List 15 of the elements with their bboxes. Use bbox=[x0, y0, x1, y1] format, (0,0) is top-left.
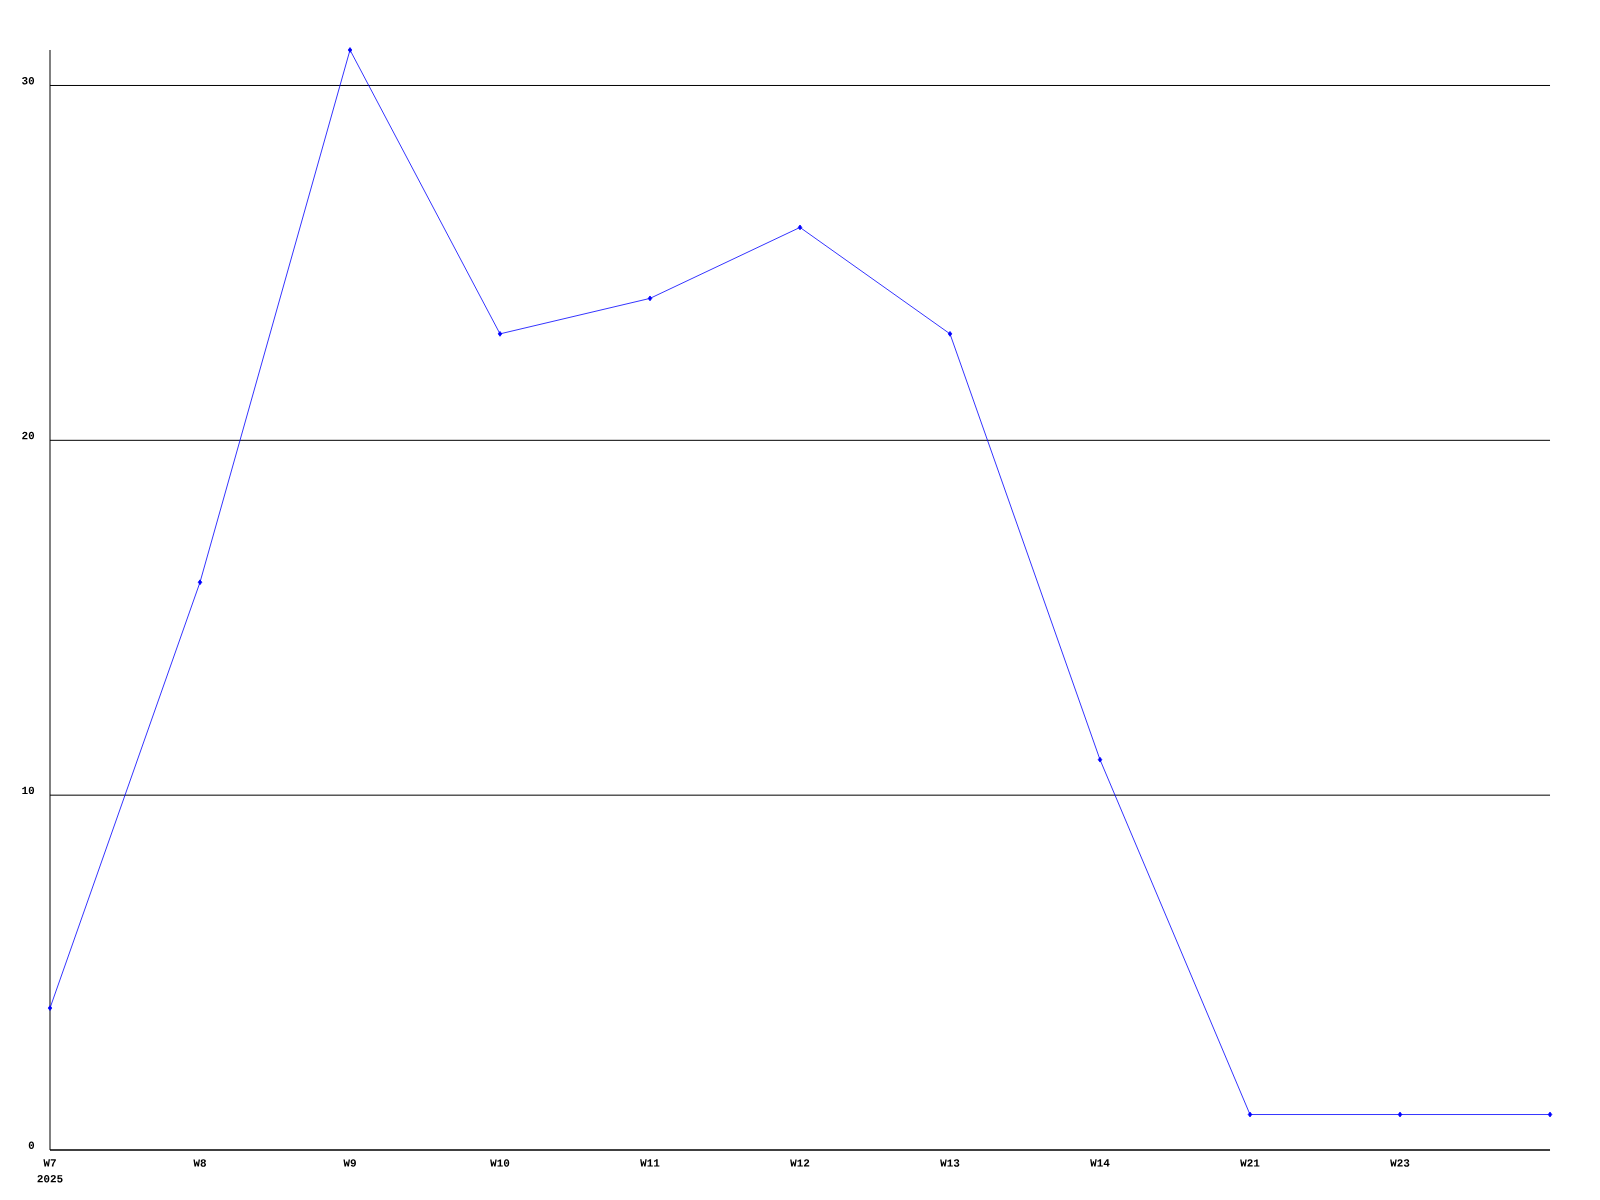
text: 2025 bbox=[37, 1175, 63, 1183]
x-tick-label: W14 bbox=[1090, 1159, 1110, 1167]
x-tick-label: W10 bbox=[490, 1159, 510, 1167]
y-tick-label: 30 bbox=[22, 76, 35, 85]
x-tick-label: W8 bbox=[193, 1159, 206, 1167]
x-tick-label: W12 bbox=[790, 1159, 810, 1167]
x-tick-label: W23 bbox=[1390, 1159, 1410, 1167]
x-tick-label: W21 bbox=[1240, 1159, 1260, 1167]
x-tick-label: W7 bbox=[43, 1159, 56, 1167]
y-tick-label: 0 bbox=[28, 1141, 35, 1149]
x-tick-label: W9 bbox=[343, 1159, 356, 1167]
x-tick-label: W11 bbox=[640, 1159, 660, 1167]
y-tick-label: 10 bbox=[22, 786, 35, 795]
x-tick-label: W13 bbox=[940, 1159, 960, 1167]
y-tick-label: 20 bbox=[22, 431, 35, 440]
